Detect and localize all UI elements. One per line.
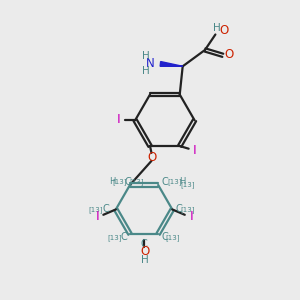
Text: [13]: [13] [167, 178, 182, 185]
Text: [13]: [13] [166, 234, 180, 241]
Text: I: I [190, 210, 194, 223]
Text: O: O [140, 244, 149, 258]
Text: H: H [213, 23, 221, 33]
Text: [13]: [13] [129, 178, 144, 185]
Text: C: C [161, 232, 168, 242]
Text: [13]: [13] [112, 178, 127, 185]
Text: [13]: [13] [180, 206, 194, 213]
Text: O: O [225, 48, 234, 61]
Text: I: I [193, 144, 196, 157]
Text: C: C [161, 177, 168, 187]
Text: H: H [179, 177, 186, 186]
Text: C: C [103, 204, 109, 214]
Text: H: H [142, 52, 149, 61]
Text: N: N [146, 57, 155, 70]
Text: H: H [142, 66, 149, 76]
Text: [13]: [13] [181, 182, 195, 188]
Text: C: C [141, 239, 147, 249]
Text: I: I [96, 210, 100, 223]
Text: O: O [148, 151, 157, 164]
Text: C: C [176, 204, 182, 214]
Text: H: H [141, 255, 148, 265]
Text: H: H [109, 177, 115, 186]
Polygon shape [160, 61, 183, 66]
Text: [13]: [13] [108, 234, 122, 241]
Text: C: C [125, 177, 131, 187]
Text: [13]: [13] [88, 206, 102, 213]
Text: C: C [120, 232, 127, 242]
Text: I: I [117, 113, 121, 126]
Text: O: O [219, 24, 228, 38]
